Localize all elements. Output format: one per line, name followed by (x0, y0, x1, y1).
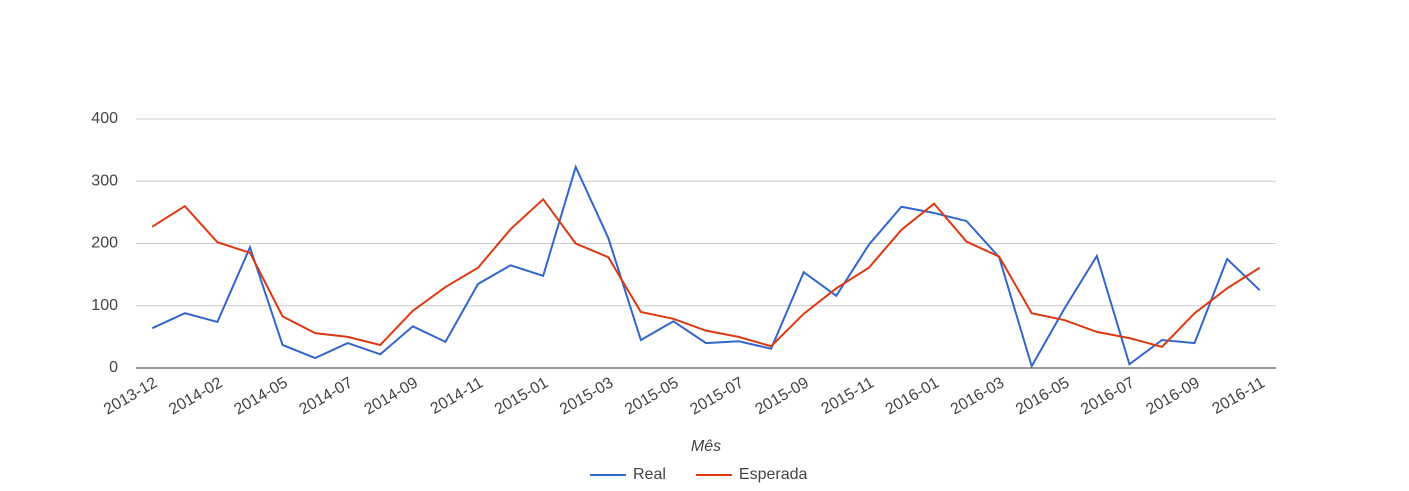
x-tick-label: 2016-11 (1210, 374, 1268, 418)
y-tick-label: 400 (91, 110, 118, 127)
x-tick-label: 2015-05 (622, 374, 681, 418)
x-tick-label: 2016-09 (1143, 374, 1202, 418)
legend-label: Esperada (739, 466, 808, 483)
x-tick-label: 2015-09 (752, 374, 811, 418)
x-tick-label: 2014-05 (231, 374, 290, 418)
y-tick-label: 200 (91, 235, 118, 252)
legend-label: Real (633, 466, 666, 483)
series-line (151, 197, 1261, 348)
y-tick-label: 100 (91, 297, 118, 314)
x-tick-label: 2016-05 (1013, 374, 1072, 418)
x-tick-label: 2013-12 (101, 374, 160, 418)
y-tick-label: 300 (91, 172, 118, 189)
x-tick-label: 2014-09 (362, 374, 421, 418)
x-tick-label: 2015-03 (557, 374, 616, 418)
x-tick-label: 2014-11 (428, 374, 486, 418)
x-tick-label: 2015-01 (492, 374, 551, 418)
x-tick-label: 2016-03 (948, 374, 1007, 418)
series-line (151, 164, 1261, 369)
x-tick-label: 2015-07 (687, 374, 746, 418)
x-tick-label: 2014-02 (166, 374, 225, 418)
x-tick-label: 2015-11 (819, 374, 877, 418)
y-tick-label: 0 (109, 359, 118, 376)
x-tick-label: 2014-07 (296, 374, 355, 418)
x-tick-label: 2016-01 (883, 374, 942, 418)
x-axis-title: Mês (691, 438, 721, 455)
x-tick-label: 2016-07 (1078, 374, 1137, 418)
